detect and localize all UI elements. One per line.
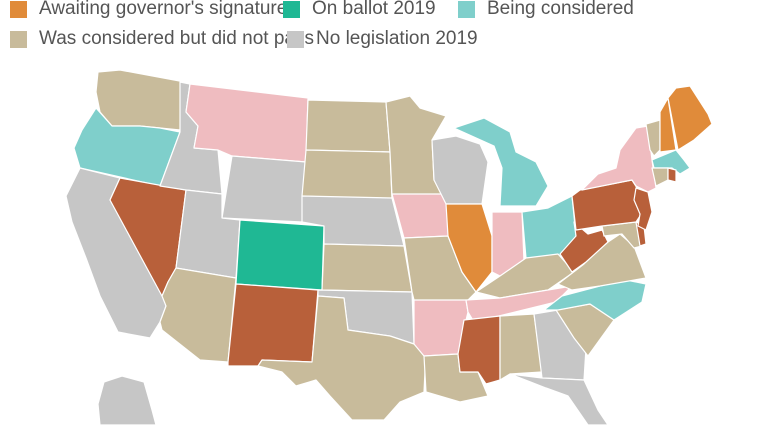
state-wi[interactable] bbox=[431, 135, 489, 205]
state-ri[interactable] bbox=[667, 167, 677, 183]
legend-swatch-governor bbox=[10, 0, 27, 18]
legend-item-ballot: On ballot 2019 bbox=[283, 0, 436, 20]
state-vt[interactable] bbox=[645, 119, 661, 157]
state-wy[interactable] bbox=[221, 155, 307, 223]
state-nm[interactable] bbox=[227, 283, 319, 367]
legend-item-considered: Being considered bbox=[458, 0, 634, 20]
state-nj[interactable] bbox=[633, 187, 653, 231]
legend-label-failed: Was considered but did not pass bbox=[39, 28, 314, 49]
legend-label-governor: Awaiting governor's signature bbox=[39, 0, 288, 19]
state-nc[interactable] bbox=[543, 279, 647, 321]
state-mi[interactable] bbox=[453, 117, 549, 207]
legend-label-considered: Being considered bbox=[487, 0, 634, 19]
legend-swatch-none bbox=[287, 30, 304, 48]
state-tx[interactable] bbox=[257, 295, 427, 421]
state-tn[interactable] bbox=[465, 285, 573, 323]
state-wv[interactable] bbox=[559, 221, 609, 273]
state-sd[interactable] bbox=[301, 149, 393, 201]
state-fl[interactable] bbox=[509, 373, 609, 425]
state-nd[interactable] bbox=[305, 99, 391, 153]
legend-item-failed: Was considered but did not pass bbox=[10, 28, 314, 50]
state-ks[interactable] bbox=[321, 243, 413, 293]
state-me[interactable] bbox=[667, 85, 713, 151]
us-states-map bbox=[65, 69, 713, 425]
state-al[interactable] bbox=[499, 313, 543, 381]
state-co[interactable] bbox=[235, 219, 325, 291]
state-ga[interactable] bbox=[533, 309, 587, 381]
state-pa[interactable] bbox=[571, 179, 643, 231]
state-wa[interactable] bbox=[95, 69, 186, 131]
state-az[interactable] bbox=[159, 267, 237, 363]
state-il[interactable] bbox=[445, 203, 493, 293]
legend-swatch-ballot bbox=[283, 0, 300, 18]
legend-swatch-failed bbox=[10, 30, 27, 48]
legend-label-ballot: On ballot 2019 bbox=[312, 0, 436, 19]
legend-swatch-considered bbox=[458, 0, 475, 18]
state-ny[interactable] bbox=[581, 125, 657, 193]
legend-item-governor: Awaiting governor's signature bbox=[10, 0, 287, 20]
legend: Awaiting governor's signature On ballot … bbox=[0, 0, 775, 58]
state-ak[interactable] bbox=[97, 375, 157, 425]
legend-label-none: No legislation 2019 bbox=[316, 28, 478, 49]
legend-item-none: No legislation 2019 bbox=[287, 28, 478, 50]
